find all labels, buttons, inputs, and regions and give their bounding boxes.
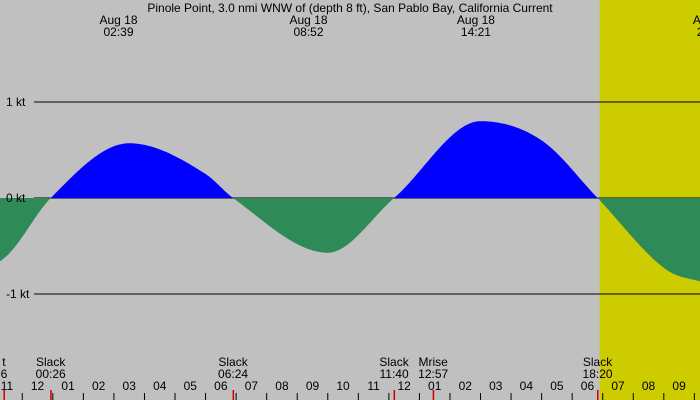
- hour-tick-label: 06: [214, 379, 228, 393]
- top-label-time: 02:39: [103, 25, 133, 39]
- event-time: 12:57: [418, 367, 448, 381]
- ebb-area: [234, 198, 395, 253]
- event-marker: [393, 390, 396, 400]
- hour-tick-label: 12: [397, 379, 411, 393]
- x-tick-labels: 11 12 01 02 03 04 05 06 07 08 09 10 11 12 01 02 03 04 05 06…: [1, 379, 695, 400]
- hour-tick-label: 04: [153, 379, 167, 393]
- event-marker: [597, 390, 599, 400]
- event-label: Slack: [218, 355, 248, 369]
- hour-tick-label: 12: [31, 379, 45, 393]
- hour-tick-label: 01: [61, 379, 75, 393]
- hour-tick-label: 05: [550, 379, 564, 393]
- hour-tick-label: 09: [672, 379, 686, 393]
- hour-tick-label: 04: [520, 379, 534, 393]
- y-tick-labels: 1 kt 0 kt -1 kt: [6, 95, 30, 301]
- y-tick-label: 1 kt: [6, 95, 26, 109]
- event-label: Mrise: [419, 355, 449, 369]
- event-time: 18:20: [583, 367, 613, 381]
- top-label-date: Aug 18: [457, 13, 495, 27]
- hour-tick-label: 02: [459, 379, 473, 393]
- hour-tick-label: 10: [336, 379, 350, 393]
- top-label-date: Aug 18: [290, 13, 328, 27]
- hour-tick-label: 02: [92, 379, 106, 393]
- event-label: t: [2, 355, 6, 369]
- hour-tick-label: 09: [306, 379, 320, 393]
- event-time: 00:26: [36, 367, 66, 381]
- current-area: [0, 121, 700, 282]
- event-marker: [432, 390, 435, 400]
- top-label-date: Aug 18: [99, 13, 137, 27]
- hour-tick-label: 06: [581, 379, 595, 393]
- hour-tick-label: 01: [428, 379, 442, 393]
- event-marker: [232, 390, 235, 400]
- top-label-date: Aug: [693, 13, 700, 27]
- hour-tick-label: 08: [275, 379, 289, 393]
- top-label-time: 08:52: [294, 25, 324, 39]
- ebb-area: [0, 198, 51, 262]
- event-time: 06:24: [218, 367, 248, 381]
- event-label: Slack: [36, 355, 66, 369]
- y-tick-label: -1 kt: [6, 287, 30, 301]
- hour-tick-label: 08: [642, 379, 656, 393]
- hour-tick-label: 11: [367, 379, 380, 393]
- hour-tick-label: 07: [611, 379, 625, 393]
- event-label: Slack: [379, 355, 409, 369]
- hour-tick-label: 03: [123, 379, 137, 393]
- y-tick-label: 0 kt: [6, 191, 26, 205]
- bottom-event-labels: t6Slack00:26Slack06:24Slack11:40Mrise12:…: [1, 355, 613, 400]
- event-time: 6: [1, 367, 8, 381]
- hour-tick-label: 11: [1, 379, 14, 393]
- top-label-time: 21: [697, 25, 700, 39]
- event-marker: [3, 390, 5, 400]
- event-label: Slack: [583, 355, 613, 369]
- hour-tick-label: 03: [489, 379, 503, 393]
- event-time: 11:40: [379, 367, 408, 381]
- top-label-time: 14:21: [461, 25, 491, 39]
- flood-area: [51, 143, 234, 198]
- event-marker: [50, 390, 52, 400]
- ebb-area: [598, 198, 700, 282]
- flood-area: [395, 121, 598, 198]
- hour-tick-label: 07: [245, 379, 259, 393]
- hour-tick-label: 05: [184, 379, 198, 393]
- chart-title: Pinole Point, 3.0 nmi WNW of (depth 8 ft…: [147, 1, 553, 15]
